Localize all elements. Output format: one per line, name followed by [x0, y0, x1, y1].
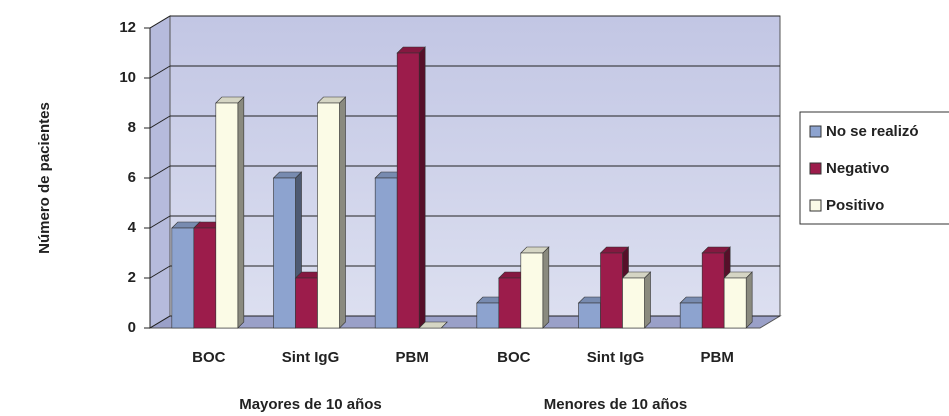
bar-face — [723, 277, 747, 329]
bar-face — [295, 277, 318, 329]
y-axis-label: Número de pacientes — [36, 102, 53, 254]
grid-line — [149, 15, 171, 29]
bar-face — [237, 96, 245, 329]
bar-face — [520, 252, 544, 329]
legend-swatch — [809, 199, 822, 212]
x-tick-label: BOC — [497, 349, 531, 366]
bar-face — [317, 102, 340, 329]
y-tick-label: 10 — [119, 69, 136, 86]
bar-face — [542, 246, 550, 329]
bar-face — [476, 302, 500, 329]
legend-swatch — [809, 125, 822, 138]
legend-swatch — [809, 162, 822, 175]
bar — [723, 271, 753, 329]
bar-face — [622, 277, 645, 329]
legend-label: Negativo — [826, 160, 889, 177]
legend-box — [799, 111, 949, 225]
group-label: Menores de 10 años — [544, 396, 687, 413]
bar-face — [418, 46, 426, 329]
bar — [520, 246, 550, 329]
bar-face — [171, 227, 195, 329]
x-tick-label: PBM — [395, 349, 428, 366]
y-tick-label: 4 — [128, 219, 137, 236]
bar-face — [679, 302, 703, 329]
bar-face — [418, 321, 448, 329]
grid-line — [149, 115, 171, 129]
grid-line — [149, 265, 171, 279]
bar-face — [339, 96, 346, 329]
bar-face — [374, 177, 398, 329]
y-tick-label: 2 — [128, 269, 136, 286]
bar-face — [644, 271, 651, 329]
bar-face — [498, 277, 522, 329]
grid-line — [149, 65, 171, 79]
bar-face — [396, 52, 420, 329]
legend-label: No se realizó — [826, 123, 919, 140]
y-tick-label: 12 — [119, 19, 136, 36]
grid-line — [149, 165, 171, 179]
bar-face — [701, 252, 725, 329]
bar — [418, 321, 448, 329]
y-tick-label: 8 — [128, 119, 136, 136]
bar — [621, 271, 652, 329]
y-tick-label: 0 — [128, 319, 136, 336]
bar-face — [600, 252, 623, 329]
x-tick-label: BOC — [192, 349, 226, 366]
legend-label: Positivo — [826, 197, 884, 214]
bar — [215, 96, 245, 329]
x-tick-label: Sint IgG — [282, 349, 340, 366]
bar — [316, 96, 347, 329]
y-tick-label: 6 — [128, 169, 136, 186]
group-label: Mayores de 10 años — [239, 396, 382, 413]
bar-face — [215, 102, 239, 329]
x-tick-label: Sint IgG — [587, 349, 645, 366]
bar-face — [578, 302, 601, 329]
grid-line — [149, 315, 171, 329]
bar-face — [745, 271, 753, 329]
grid-line — [149, 215, 171, 229]
x-tick-label: PBM — [700, 349, 733, 366]
bar-face — [193, 227, 217, 329]
bar-face — [273, 177, 296, 329]
bar — [396, 46, 426, 329]
